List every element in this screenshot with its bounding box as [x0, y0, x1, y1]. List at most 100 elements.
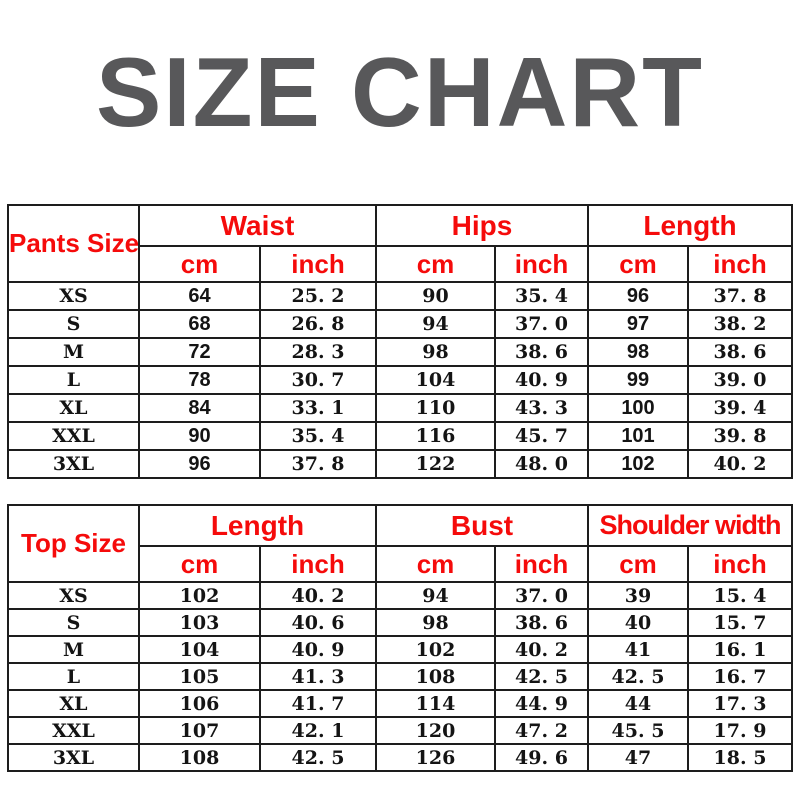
table-row: S 68 26. 8 94 37. 0 97 38. 2: [6, 309, 793, 339]
measurement-value-cell: 40. 2: [493, 635, 590, 664]
measurement-value-cell: 28. 3: [258, 337, 378, 367]
measurement-value-cell: 42. 5: [258, 743, 377, 772]
measurement-value-cell: 72: [137, 337, 261, 367]
length-inch-header: inch: [687, 245, 793, 283]
length-cm-header: cm: [137, 545, 261, 583]
pants-size-table: Pants Size Waist Hips Length cm inch cm …: [6, 204, 793, 479]
measurement-value-cell: 98: [587, 337, 689, 367]
measurement-value-cell: 49. 6: [493, 743, 590, 772]
measurement-value-cell: 41: [587, 635, 689, 664]
measurement-value-cell: 39. 8: [687, 421, 793, 451]
measurement-value-cell: 68: [137, 309, 261, 339]
measurement-value-cell: 47. 2: [493, 716, 590, 745]
size-label-cell: S: [6, 608, 140, 637]
measurement-value-cell: 37. 8: [258, 449, 378, 479]
measurement-value-cell: 37. 8: [687, 281, 793, 311]
bust-inch-header: inch: [493, 545, 590, 583]
measurement-value-cell: 100: [587, 393, 689, 423]
table-row: XS 102 40. 2 94 37. 0 39 15. 4: [6, 581, 793, 610]
measurement-value-cell: 44: [587, 689, 689, 718]
measurement-value-cell: 35. 4: [494, 281, 589, 311]
measurement-value-cell: 45. 7: [494, 421, 589, 451]
measurement-value-cell: 40. 2: [687, 449, 793, 479]
measurement-value-cell: 37. 0: [494, 309, 589, 339]
measurement-value-cell: 98: [375, 337, 496, 367]
measurement-value-cell: 84: [137, 393, 261, 423]
table-row: cm inch cm inch cm inch: [8, 545, 793, 583]
measurement-value-cell: 18. 5: [687, 743, 793, 772]
hips-inch-header: inch: [494, 245, 589, 283]
table-row: XXL 90 35. 4 116 45. 7 101 39. 8: [6, 421, 793, 451]
measurement-value-cell: 15. 4: [687, 581, 793, 610]
table-row: XL 106 41. 7 114 44. 9 44 17. 3: [6, 689, 793, 718]
measurement-value-cell: 38. 6: [687, 337, 793, 367]
table-row: Pants Size Waist Hips Length: [6, 204, 793, 283]
measurement-value-cell: 40. 9: [494, 365, 589, 395]
pants-size-table-body: XS 64 25. 2 90 35. 4 96 37. 8 S 68 26. 8 94 37. 0 97…: [6, 281, 793, 479]
measurement-value-cell: 103: [137, 608, 261, 637]
top-size-table-body: XS 102 40. 2 94 37. 0 39 15. 4 S 103 40. 6 98 38. 6…: [6, 581, 793, 772]
table-row: L 105 41. 3 108 42. 5 42. 5 16. 7: [6, 662, 793, 691]
measurement-value-cell: 90: [137, 421, 261, 451]
size-label-cell: S: [6, 309, 140, 339]
measurement-value-cell: 114: [374, 689, 496, 718]
size-chart-page: SIZE CHART Pants Size Waist Hips Length …: [0, 30, 800, 800]
measurement-value-cell: 42. 5: [493, 662, 590, 691]
shoulder-inch-header: inch: [687, 545, 793, 583]
size-label-cell: XS: [6, 281, 140, 311]
measurement-value-cell: 104: [137, 635, 261, 664]
measurement-value-cell: 38. 2: [687, 309, 793, 339]
measurement-value-cell: 101: [587, 421, 689, 451]
measurement-value-cell: 126: [374, 743, 496, 772]
size-label-cell: 3XL: [6, 743, 140, 772]
table-row: S 103 40. 6 98 38. 6 40 15. 7: [6, 608, 793, 637]
measurement-value-cell: 108: [374, 662, 496, 691]
measurement-value-cell: 44. 9: [493, 689, 590, 718]
measurement-value-cell: 97: [587, 309, 689, 339]
measurement-value-cell: 94: [375, 309, 496, 339]
hips-group-header: Hips: [375, 204, 589, 247]
size-label-cell: XL: [6, 689, 140, 718]
measurement-value-cell: 116: [375, 421, 496, 451]
size-label-cell: XXL: [6, 421, 140, 451]
size-label-cell: 3XL: [6, 449, 140, 479]
table-row: M 104 40. 9 102 40. 2 41 16. 1: [6, 635, 793, 664]
measurement-value-cell: 15. 7: [687, 608, 793, 637]
measurement-value-cell: 104: [375, 365, 496, 395]
size-label-cell: XS: [6, 581, 140, 610]
measurement-value-cell: 108: [137, 743, 261, 772]
measurement-value-cell: 96: [137, 449, 261, 479]
measurement-value-cell: 41. 7: [258, 689, 377, 718]
measurement-value-cell: 38. 6: [493, 608, 590, 637]
measurement-value-cell: 120: [374, 716, 496, 745]
shoulder-width-group-header: Shoulder width: [587, 504, 793, 547]
table-row: 3XL 108 42. 5 126 49. 6 47 18. 5: [6, 743, 793, 772]
measurement-value-cell: 37. 0: [493, 581, 590, 610]
measurement-value-cell: 107: [137, 716, 261, 745]
measurement-value-cell: 33. 1: [258, 393, 378, 423]
measurement-value-cell: 42. 5: [587, 662, 689, 691]
page-title: SIZE CHART: [96, 37, 704, 147]
measurement-value-cell: 47: [587, 743, 689, 772]
measurement-value-cell: 35. 4: [258, 421, 378, 451]
table-row: 3XL 96 37. 8 122 48. 0 102 40. 2: [6, 449, 793, 479]
measurement-value-cell: 40. 9: [258, 635, 377, 664]
measurement-value-cell: 26. 8: [258, 309, 378, 339]
size-label-cell: L: [6, 662, 140, 691]
waist-inch-header: inch: [258, 245, 378, 283]
measurement-value-cell: 39. 4: [687, 393, 793, 423]
measurement-value-cell: 16. 7: [687, 662, 793, 691]
measurement-value-cell: 16. 1: [687, 635, 793, 664]
measurement-value-cell: 41. 3: [258, 662, 377, 691]
length-group-header: Length: [137, 504, 377, 547]
measurement-value-cell: 102: [374, 635, 496, 664]
measurement-value-cell: 25. 2: [258, 281, 378, 311]
measurement-value-cell: 17. 9: [687, 716, 793, 745]
table-row: XL 84 33. 1 110 43. 3 100 39. 4: [6, 393, 793, 423]
pants-size-row-header: Pants Size: [6, 204, 140, 283]
shoulder-cm-header: cm: [587, 545, 689, 583]
bust-cm-header: cm: [374, 545, 496, 583]
table-row: L 78 30. 7 104 40. 9 99 39. 0: [6, 365, 793, 395]
measurement-value-cell: 38. 6: [494, 337, 589, 367]
measurement-value-cell: 43. 3: [494, 393, 589, 423]
